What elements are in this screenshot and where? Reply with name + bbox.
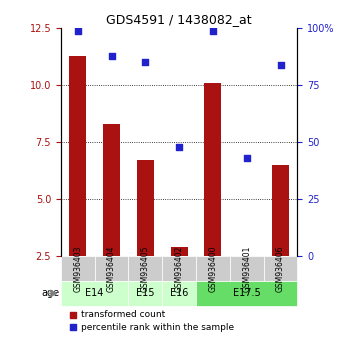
- Legend: transformed count, percentile rank within the sample: transformed count, percentile rank withi…: [65, 306, 237, 335]
- Bar: [272, 165, 289, 256]
- Point: [109, 53, 114, 58]
- FancyBboxPatch shape: [128, 256, 162, 281]
- Bar: [238, 256, 255, 263]
- FancyBboxPatch shape: [196, 256, 230, 281]
- Bar: [204, 83, 221, 256]
- Point: [278, 62, 283, 68]
- Text: GSM936400: GSM936400: [209, 245, 217, 292]
- Point: [244, 155, 249, 161]
- Text: GSM936403: GSM936403: [73, 245, 82, 292]
- Title: GDS4591 / 1438082_at: GDS4591 / 1438082_at: [106, 13, 252, 26]
- Text: E17.5: E17.5: [233, 289, 261, 298]
- Bar: [171, 247, 188, 256]
- Bar: [69, 56, 86, 256]
- FancyBboxPatch shape: [264, 256, 297, 281]
- FancyBboxPatch shape: [230, 256, 264, 281]
- Text: GSM936404: GSM936404: [107, 245, 116, 292]
- Text: GSM936406: GSM936406: [276, 245, 285, 292]
- Text: GSM936401: GSM936401: [242, 245, 251, 292]
- Text: E15: E15: [136, 289, 154, 298]
- Text: E14: E14: [86, 289, 104, 298]
- Bar: [137, 160, 154, 256]
- FancyBboxPatch shape: [95, 256, 128, 281]
- FancyBboxPatch shape: [162, 281, 196, 306]
- Point: [143, 59, 148, 65]
- FancyBboxPatch shape: [162, 256, 196, 281]
- Point: [210, 28, 216, 33]
- Text: GSM936402: GSM936402: [175, 245, 184, 292]
- Text: E16: E16: [170, 289, 188, 298]
- FancyBboxPatch shape: [61, 281, 128, 306]
- FancyBboxPatch shape: [61, 256, 95, 281]
- FancyBboxPatch shape: [196, 281, 297, 306]
- FancyBboxPatch shape: [128, 281, 162, 306]
- Text: GSM936405: GSM936405: [141, 245, 150, 292]
- Text: age: age: [41, 289, 59, 298]
- Point: [75, 28, 80, 33]
- Point: [176, 144, 182, 149]
- Bar: [103, 124, 120, 256]
